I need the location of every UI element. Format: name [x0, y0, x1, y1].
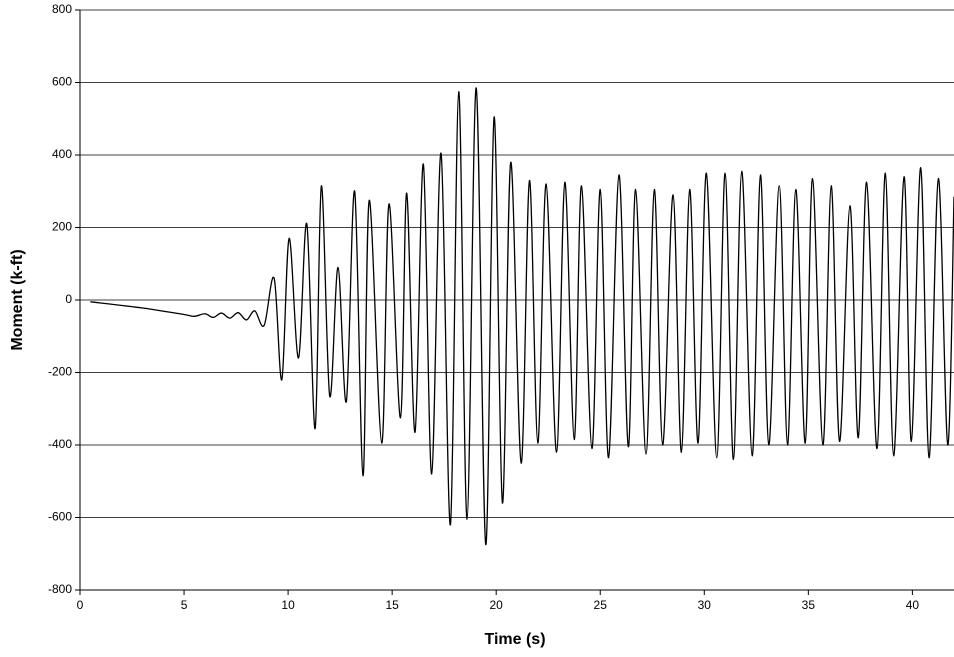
x-tick-label: 0 [77, 598, 84, 612]
x-tick-label: 5 [181, 598, 188, 612]
y-tick-label: -400 [48, 437, 72, 451]
y-tick-label: -800 [48, 582, 72, 596]
y-tick-label: 400 [52, 147, 72, 161]
x-tick-label: 35 [802, 598, 816, 612]
x-axis-title: Time (s) [484, 631, 545, 648]
x-tick-label: 10 [281, 598, 295, 612]
y-tick-label: 0 [65, 292, 72, 306]
x-tick-label: 30 [698, 598, 712, 612]
y-tick-label: 800 [52, 2, 72, 16]
y-tick-label: 600 [52, 75, 72, 89]
x-tick-label: 25 [594, 598, 608, 612]
x-tick-label: 20 [490, 598, 504, 612]
y-axis-title: Moment (k-ft) [9, 249, 26, 350]
x-tick-label: 40 [906, 598, 920, 612]
y-tick-label: 200 [52, 220, 72, 234]
x-tick-label: 15 [385, 598, 399, 612]
y-tick-label: -200 [48, 365, 72, 379]
data-line [90, 87, 954, 546]
y-tick-label: -600 [48, 510, 72, 524]
